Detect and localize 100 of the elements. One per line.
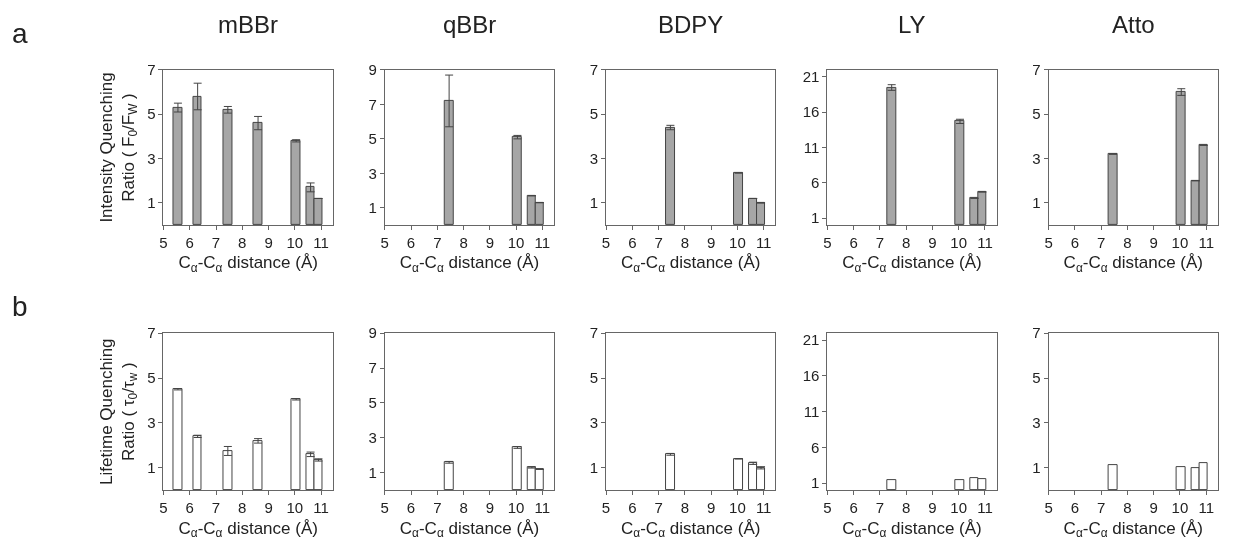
y-tick-label: 5 bbox=[1032, 369, 1041, 387]
bar bbox=[222, 108, 233, 225]
x-tick-label: 8 bbox=[238, 499, 247, 517]
x-tick-label: 11 bbox=[313, 234, 329, 252]
x-tick-label: 7 bbox=[654, 499, 663, 517]
bar bbox=[192, 435, 202, 491]
y-tick-label: 1 bbox=[147, 459, 156, 477]
y-tick-label: 1 bbox=[368, 199, 377, 217]
x-tick-label: 5 bbox=[1044, 234, 1053, 252]
y-tick-label: 1 bbox=[589, 459, 599, 477]
x-tick-label: 6 bbox=[1070, 234, 1080, 252]
y-tick-label: 3 bbox=[1032, 414, 1041, 432]
x-tick-label: 5 bbox=[601, 499, 611, 517]
x-tick-label: 7 bbox=[433, 499, 442, 517]
x-tick-label: 9 bbox=[928, 234, 937, 252]
bar bbox=[665, 453, 676, 491]
chart-title: BDPY bbox=[658, 11, 724, 38]
text: a bbox=[12, 18, 28, 49]
bar bbox=[252, 440, 263, 491]
y-tick-label: 1 bbox=[368, 464, 377, 482]
x-tick-label: 11 bbox=[755, 234, 772, 252]
y-tick-label: 7 bbox=[1032, 61, 1041, 79]
x-tick-label: 7 bbox=[875, 234, 885, 252]
x-axis-title: C$_{α}$-C$_{α}$ distance (Å) bbox=[399, 518, 540, 541]
x-axis-title: C$_{α}$-C$_{α}$ distance (Å) bbox=[1063, 253, 1204, 276]
x-tick-label: 11 bbox=[1198, 499, 1215, 517]
x-tick-label: 5 bbox=[601, 234, 611, 252]
x-tick-label: 10 bbox=[1171, 499, 1189, 517]
x-tick-label: 10 bbox=[950, 234, 968, 252]
y-tick-label: 21 bbox=[802, 68, 820, 86]
text: b bbox=[12, 291, 28, 322]
x-tick-label: 11 bbox=[313, 499, 329, 517]
y-tick-label: 5 bbox=[589, 105, 599, 123]
y-tick-label: 11 bbox=[803, 138, 820, 156]
bar bbox=[511, 446, 522, 491]
y-tick-label: 7 bbox=[589, 324, 599, 342]
y-tick-label: 3 bbox=[147, 149, 156, 167]
y-tick-label: 1 bbox=[589, 194, 599, 212]
y-tick-label: 21 bbox=[802, 331, 820, 349]
bar bbox=[733, 458, 744, 491]
x-tick-label: 6 bbox=[185, 499, 194, 517]
x-tick-label: 9 bbox=[264, 499, 273, 517]
x-tick-label: 5 bbox=[380, 499, 389, 517]
x-tick-label: 7 bbox=[654, 234, 663, 252]
x-tick-label: 5 bbox=[380, 234, 389, 252]
y-tick-label: 5 bbox=[147, 105, 156, 123]
x-tick-label: 9 bbox=[928, 499, 937, 517]
chart-title: qBBr bbox=[443, 11, 497, 38]
y-tick-label: 16 bbox=[802, 367, 820, 385]
x-axis-title: C$_{α}$-C$_{α}$ distance (Å) bbox=[842, 518, 982, 541]
x-tick-label: 8 bbox=[238, 234, 247, 252]
x-tick-label: 6 bbox=[849, 234, 858, 252]
y-tick-label: 3 bbox=[368, 429, 377, 447]
x-tick-label: 10 bbox=[286, 499, 304, 517]
bar bbox=[1175, 90, 1186, 225]
x-axis-title: C$_{α}$-C$_{α}$ distance (Å) bbox=[842, 253, 982, 276]
x-tick-label: 11 bbox=[977, 499, 993, 517]
y-tick-label: 3 bbox=[147, 414, 156, 432]
chart-title: Atto bbox=[1112, 11, 1155, 38]
x-tick-label: 5 bbox=[159, 234, 168, 252]
y-tick-label: 6 bbox=[810, 438, 820, 456]
x-axis-title: C$_{α}$-C$_{α}$ distance (Å) bbox=[621, 253, 761, 276]
x-tick-label: 9 bbox=[706, 499, 716, 517]
y-tick-label: 16 bbox=[802, 103, 820, 121]
x-tick-label: 10 bbox=[729, 499, 746, 517]
x-tick-label: 10 bbox=[507, 234, 525, 252]
bar bbox=[443, 461, 454, 491]
y-tick-label: 1 bbox=[147, 194, 156, 212]
y-tick-label: 5 bbox=[368, 130, 377, 148]
x-tick-label: 11 bbox=[534, 234, 551, 252]
x-tick-label: 9 bbox=[706, 234, 716, 252]
bar bbox=[222, 450, 233, 491]
x-axis-title: C$_{α}$-C$_{α}$ distance (Å) bbox=[399, 253, 540, 276]
y-tick-label: 1 bbox=[810, 209, 820, 227]
x-tick-label: 9 bbox=[1149, 499, 1158, 517]
x-tick-label: 6 bbox=[406, 499, 416, 517]
bar bbox=[290, 398, 301, 491]
bar bbox=[172, 388, 183, 491]
bar bbox=[1107, 152, 1118, 225]
y-tick-label: 9 bbox=[368, 61, 377, 79]
x-tick-label: 11 bbox=[1198, 234, 1215, 252]
x-tick-label: 7 bbox=[211, 234, 221, 252]
x-axis-title: C$_{α}$-C$_{α}$ distance (Å) bbox=[621, 518, 761, 541]
y-tick-label: 5 bbox=[1032, 105, 1041, 123]
y-tick-label: 5 bbox=[589, 369, 599, 387]
y-tick-label: 7 bbox=[589, 61, 599, 79]
y-tick-label: 3 bbox=[589, 414, 599, 432]
x-tick-label: 5 bbox=[823, 234, 832, 252]
x-tick-label: 7 bbox=[1096, 234, 1106, 252]
bar bbox=[886, 86, 897, 225]
x-tick-label: 11 bbox=[755, 499, 772, 517]
x-tick-label: 10 bbox=[729, 234, 746, 252]
x-tick-label: 8 bbox=[680, 234, 690, 252]
y-tick-label: 6 bbox=[810, 174, 820, 191]
bar bbox=[733, 171, 744, 225]
y-tick-label: 5 bbox=[147, 369, 156, 387]
x-tick-label: 5 bbox=[159, 499, 168, 517]
x-tick-label: 10 bbox=[1171, 234, 1189, 252]
x-axis-title: C$_{α}$-C$_{α}$ distance (Å) bbox=[178, 253, 318, 276]
x-axis-title: C$_{α}$-C$_{α}$ distance (Å) bbox=[1063, 518, 1204, 541]
